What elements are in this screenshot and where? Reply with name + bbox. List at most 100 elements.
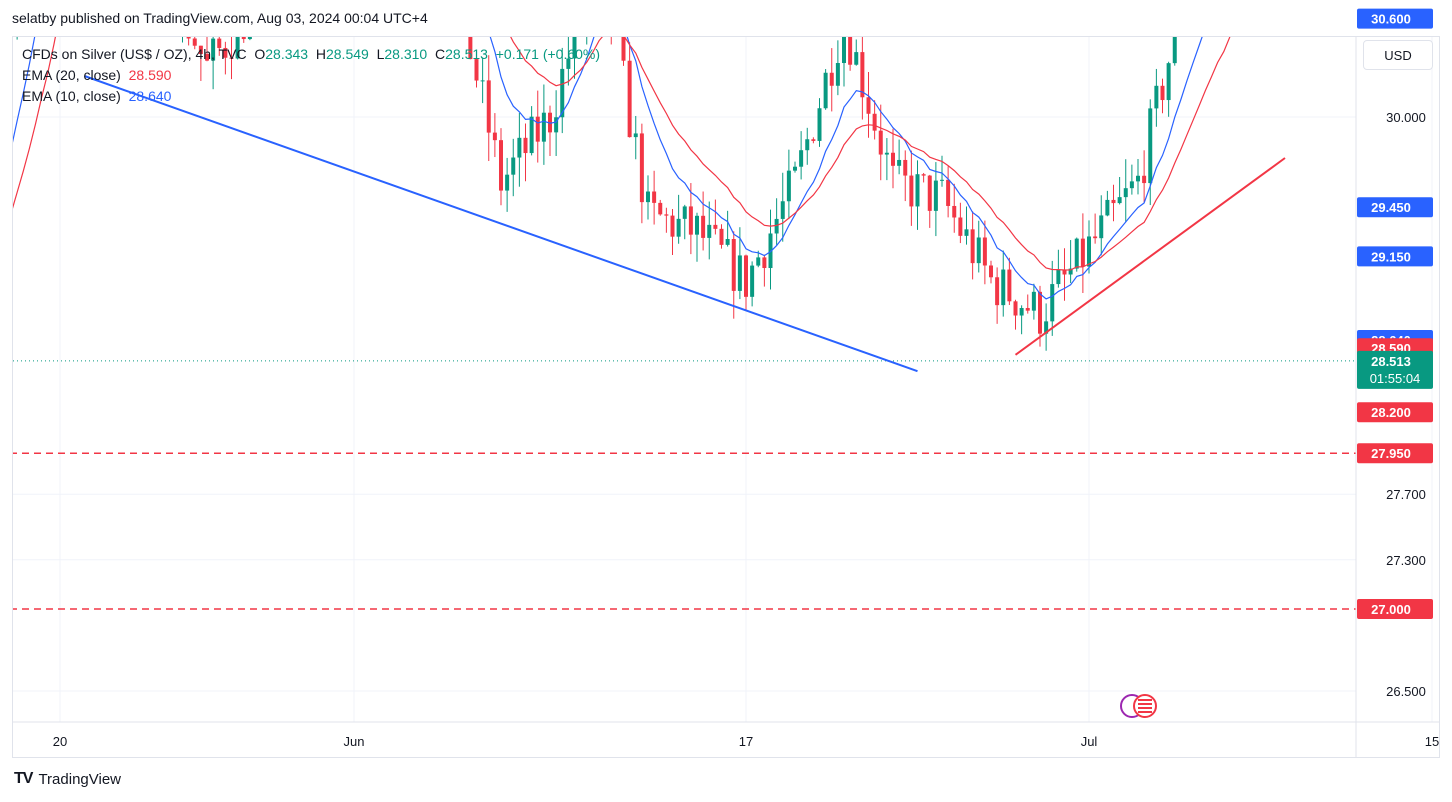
candle-body [1117,197,1122,204]
candle-body [627,60,632,138]
candle-body [198,45,203,55]
legend-l-label: L [376,46,385,62]
legend-high: 28.549 [325,46,369,62]
candle-body [1136,175,1140,182]
candle-body [940,179,944,181]
price-axis-badge: 29.150 [1357,246,1433,267]
candle-body [186,37,191,39]
x-tick-label: Jul [1081,734,1098,749]
legend-ema10-row: EMA (10, close) 28.640 [22,86,600,107]
candle-body [1062,269,1067,275]
price-badge-text: 30.600 [1371,12,1411,27]
x-tick-label: 20 [53,734,67,749]
price-badge-bg [1357,443,1433,464]
x-tick-label: 17 [739,734,753,749]
candle-body [750,265,755,297]
candles-group [9,0,1183,351]
candle-body [786,170,791,202]
candle-body [217,38,222,48]
candle-body [9,13,13,52]
candle-body [1074,238,1079,269]
candle-body [909,175,914,207]
candle-body [633,133,638,138]
candle-body [192,38,197,46]
candle-body [762,257,767,269]
candle-body [621,37,626,61]
candle-body [181,0,185,22]
candle-body [1068,268,1073,275]
candle-body [805,139,810,151]
trend-line [84,75,918,373]
candle-body [174,7,178,22]
candle-body [486,80,491,133]
candle-body [878,130,883,155]
legend-ema20-label: EMA (20, close) [22,67,121,83]
x-tick-label: Jun [344,734,365,749]
chart-frame[interactable] [12,36,1440,758]
candle-body [835,63,840,86]
price-axis-badge: 29.450 [1357,197,1433,218]
x-tick-label: 15 [1425,734,1439,749]
trend-line [85,0,918,2]
candle-body [780,201,785,219]
ema20-line [13,37,1231,271]
candle-body [774,218,779,234]
legend-ema20-row: EMA (20, close) 28.590 [22,65,600,86]
currency-button[interactable]: USD [1363,40,1433,70]
candle-body [695,215,699,235]
candle-body [1099,215,1104,239]
candle-body [1154,85,1159,109]
candle-body [1179,20,1183,21]
candle-body [1166,63,1171,101]
candle-body [1123,188,1128,198]
candle-body [756,257,761,266]
countdown-text: 01:55:04 [1370,371,1421,386]
candle-body [1142,175,1147,184]
price-badge-bg [1357,402,1433,423]
candle-body [829,72,834,86]
candle-body [247,37,252,40]
candle-body [1007,269,1012,302]
price-badge-bg [1357,599,1433,619]
candle-body [707,224,712,238]
candle-body [1001,269,1006,306]
price-axis-badge: 30.600 [1357,8,1433,29]
events-icon [1120,694,1157,718]
plot-area: Left ShoulderHeadRight Shoulder [9,0,1356,610]
candle-body [652,191,657,203]
candle-body [168,0,172,7]
candle-body [915,174,920,207]
candle-body [1031,291,1036,311]
price-badge-text: 28.513 [1371,354,1411,369]
y-tick-label: 27.700 [1386,487,1426,502]
price-axis-badge: 28.513 01:55:04 [1357,350,1433,389]
candle-body [866,97,871,114]
legend-close: 28.513 [445,46,488,62]
candle-body [946,179,951,206]
candle-body [989,265,993,278]
candle-body [517,137,522,158]
candle-body [713,224,718,229]
price-badge-text: 29.150 [1371,249,1411,264]
candle-body [842,37,846,64]
price-badge-bg [1357,246,1433,267]
candle-body [701,215,706,238]
trend-line [1014,157,1286,356]
candle-body [731,239,736,291]
price-badge-text: 28.200 [1371,405,1411,420]
candle-body [823,72,828,109]
candle-body [1148,108,1153,184]
candle-body [995,277,1000,306]
legend-symbol-row: CFDs on Silver (US$ / OZ), 4h, TVC O28.3… [22,44,600,65]
candle-body [848,37,853,65]
candle-body [1044,321,1049,334]
candle-body [15,0,19,13]
candle-body [554,117,559,133]
candle-body [676,218,681,237]
candle-body [254,0,258,1]
candle-body [646,191,650,203]
chart-legend: CFDs on Silver (US$ / OZ), 4h, TVC O28.3… [22,44,600,107]
legend-c-label: C [435,46,446,62]
candle-body [658,202,663,215]
